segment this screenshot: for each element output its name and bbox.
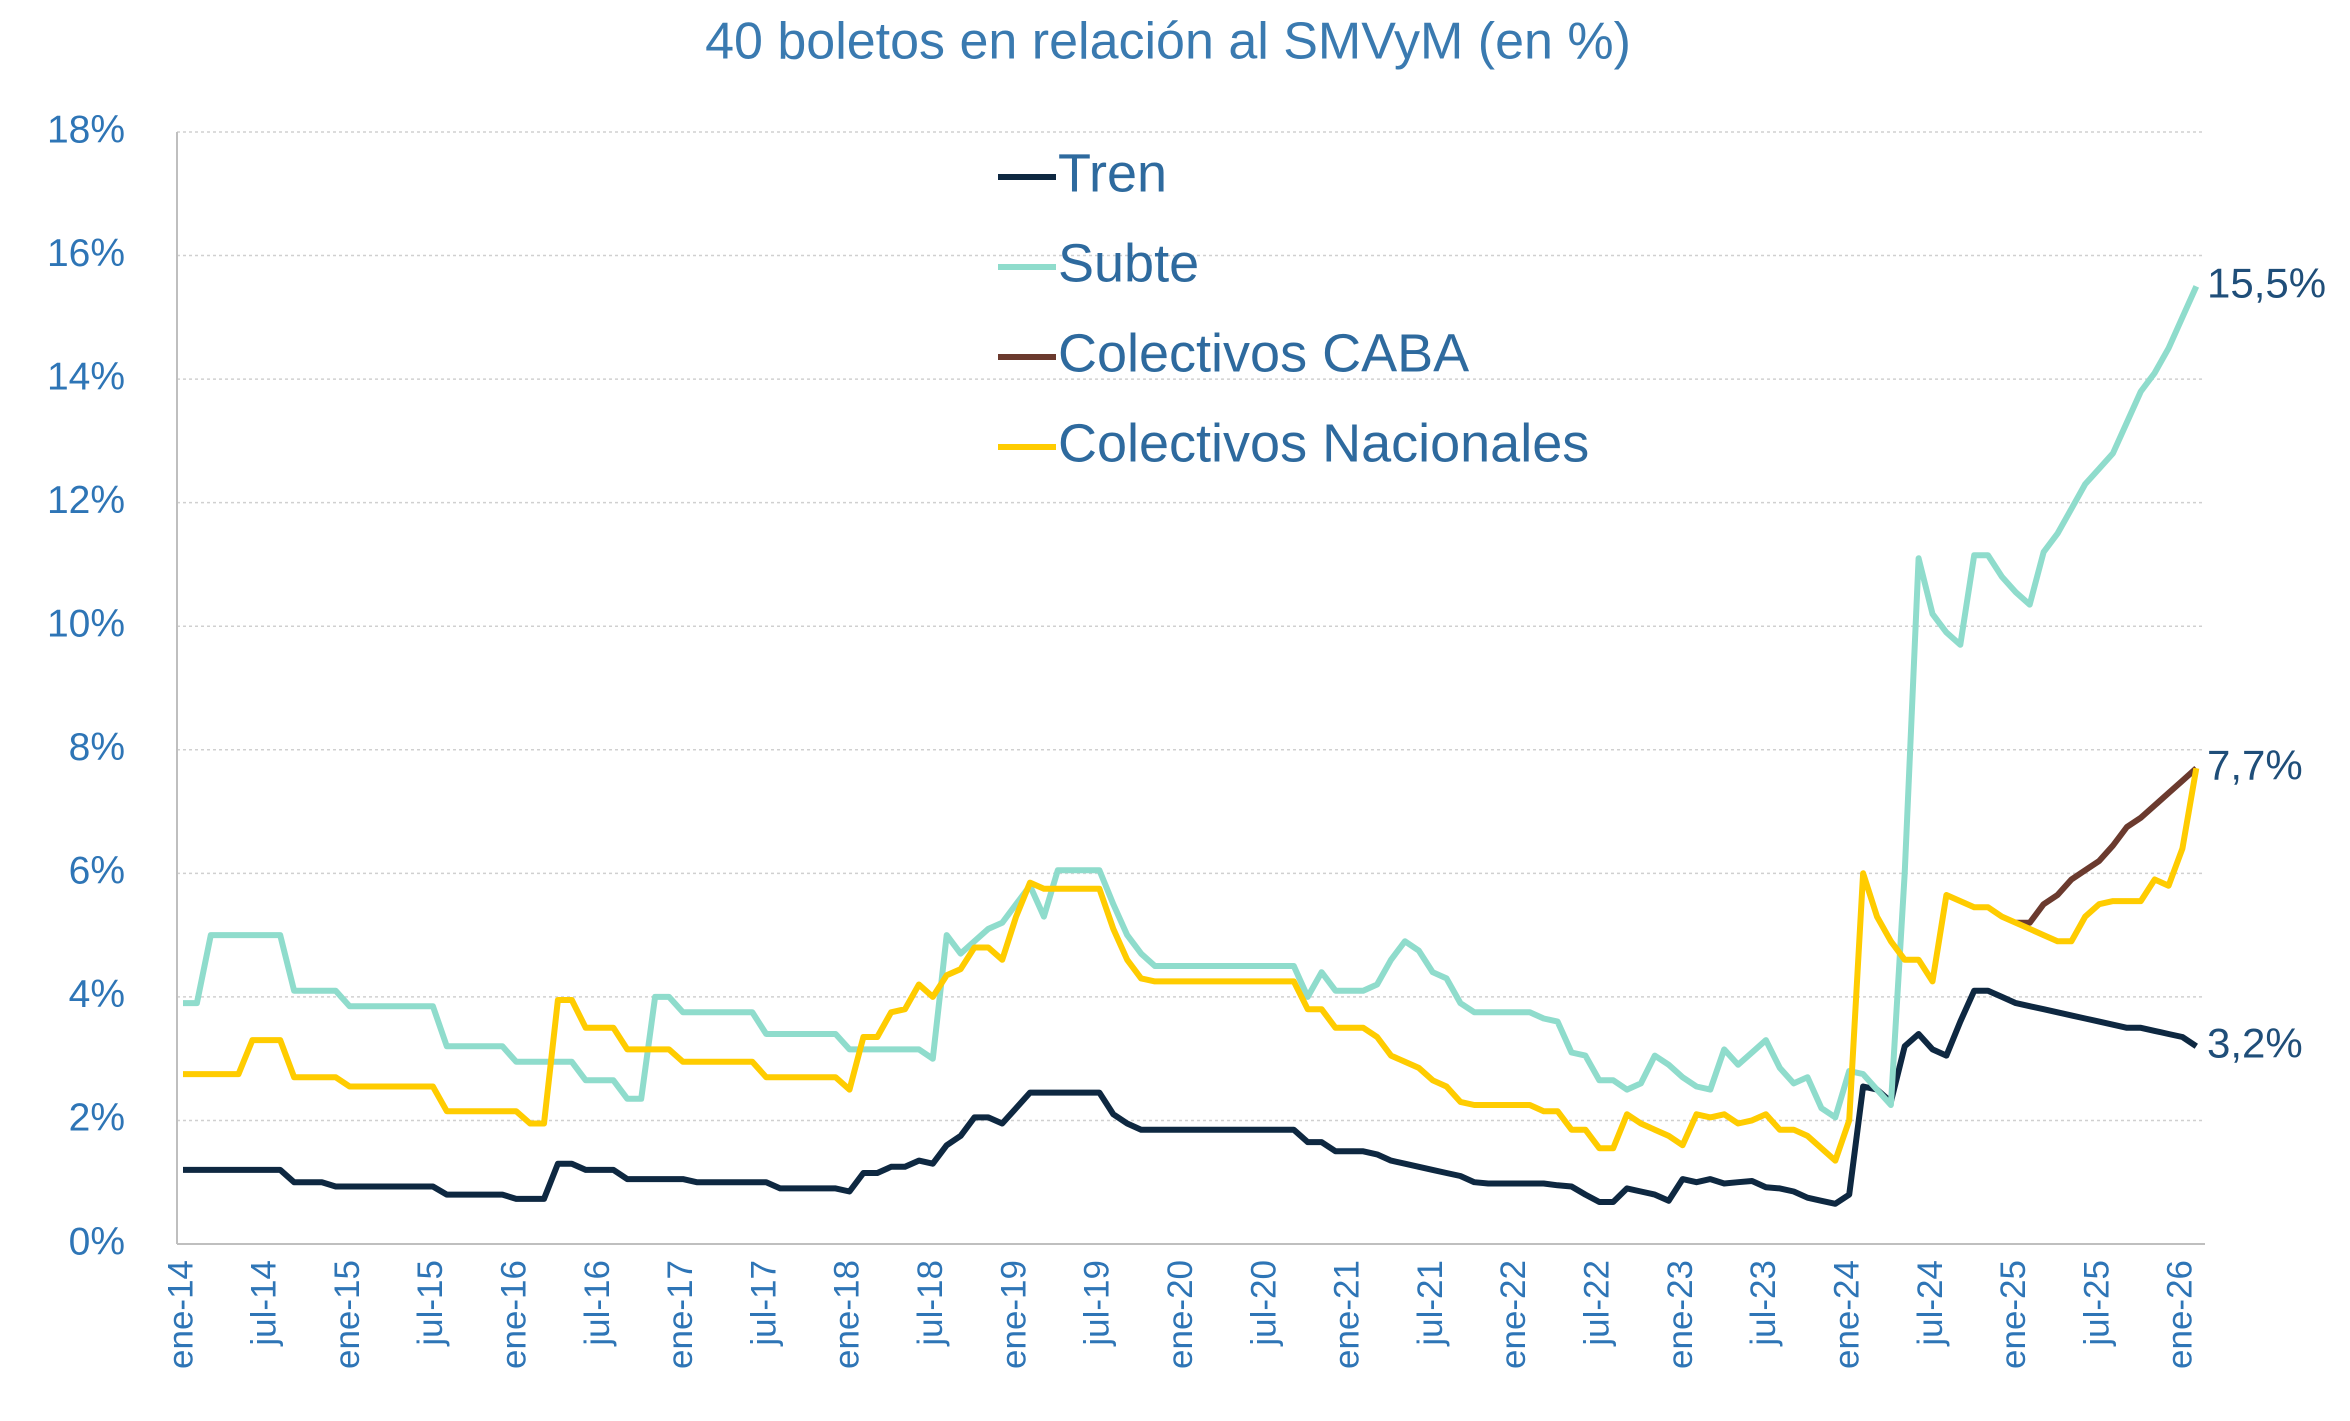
x-tick-label: ene-18 xyxy=(828,1260,867,1369)
legend-label: Colectivos CABA xyxy=(1058,323,1469,383)
y-tick-label: 14% xyxy=(47,355,125,398)
x-tick-label: jul-19 xyxy=(1078,1260,1117,1347)
y-tick-label: 2% xyxy=(69,1097,125,1140)
x-tick-label: jul-17 xyxy=(744,1260,783,1347)
legend-label: Subte xyxy=(1058,233,1199,293)
x-tick-label: jul-16 xyxy=(578,1260,617,1347)
y-tick-label: 16% xyxy=(47,232,125,275)
y-tick-label: 12% xyxy=(47,479,125,522)
series-line xyxy=(183,767,2200,1164)
x-tick-label: ene-25 xyxy=(1994,1260,2033,1369)
x-tick-label: ene-23 xyxy=(1661,1260,1700,1369)
series-line xyxy=(183,987,2198,1207)
x-tick-label: ene-17 xyxy=(661,1260,700,1369)
x-tick-label: jul-20 xyxy=(1244,1260,1283,1347)
x-tick-label: ene-14 xyxy=(161,1260,200,1369)
x-tick-label: jul-23 xyxy=(1744,1260,1783,1347)
y-tick-label: 10% xyxy=(47,603,125,646)
x-tick-label: ene-21 xyxy=(1328,1260,1367,1369)
legend-label: Colectivos Nacionales xyxy=(1058,413,1589,473)
y-tick-label: 8% xyxy=(69,726,125,769)
x-tick-label: ene-16 xyxy=(494,1260,533,1369)
x-tick-label: ene-20 xyxy=(1161,1260,1200,1369)
x-tick-label: ene-15 xyxy=(328,1260,367,1369)
x-tick-label: jul-22 xyxy=(1578,1260,1617,1347)
series-line xyxy=(2015,766,2199,926)
x-tick-label: jul-25 xyxy=(2077,1260,2116,1347)
y-tick-label: 4% xyxy=(69,973,125,1016)
end-label: 7,7% xyxy=(2207,741,2303,788)
y-tick-label: 6% xyxy=(69,850,125,893)
x-tick-label: ene-24 xyxy=(1827,1260,1866,1369)
legend-label: Tren xyxy=(1058,143,1167,203)
x-tick-label: jul-18 xyxy=(911,1260,950,1347)
y-tick-label: 0% xyxy=(69,1220,125,1263)
y-tick-label: 18% xyxy=(47,108,125,151)
end-label: 3,2% xyxy=(2207,1019,2303,1066)
series-line xyxy=(183,285,2200,1121)
x-tick-label: jul-14 xyxy=(245,1260,284,1347)
x-tick-label: jul-15 xyxy=(411,1260,450,1347)
x-tick-label: ene-19 xyxy=(994,1260,1033,1369)
end-label: 15,5% xyxy=(2207,260,2326,307)
x-tick-label: ene-26 xyxy=(2161,1260,2200,1369)
x-tick-label: jul-24 xyxy=(1911,1260,1950,1347)
x-tick-label: jul-21 xyxy=(1411,1260,1450,1347)
x-tick-label: ene-22 xyxy=(1494,1260,1533,1369)
chart-title: 40 boletos en relación al SMVyM (en %) xyxy=(705,13,1631,71)
